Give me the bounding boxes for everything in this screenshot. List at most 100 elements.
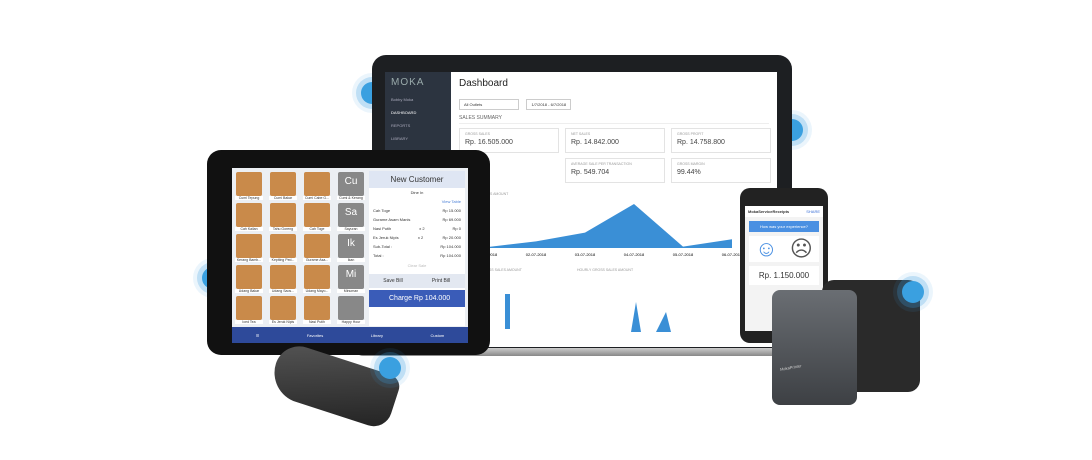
menu-item-tile[interactable] <box>236 172 262 196</box>
nav-reports[interactable]: REPORTS <box>391 123 411 128</box>
main: Dashboard All Outlets 1/7/2018 - 6/7/201… <box>451 72 777 347</box>
order-line-price: Rp 104.000 <box>440 253 461 258</box>
order-line-price: Rp 69.000 <box>442 217 461 222</box>
menu-item-tile[interactable] <box>270 172 296 196</box>
date-range[interactable]: 1/7/2018 - 6/7/2018 <box>526 99 572 110</box>
x-tick-label: 05-07-2018 <box>673 252 694 257</box>
tablet: Cumi Tepung Cumi Bakar Cumi Cabe G... Cumi … <box>207 150 490 355</box>
order-line-name: Sub-Total : <box>373 244 393 249</box>
chart3-title: HOURLY GROSS SALES AMOUNT <box>577 268 634 272</box>
moka-logo: MOKA <box>391 77 425 88</box>
menu-item-tile[interactable] <box>270 296 296 320</box>
menu-item-label: Udang Mayo... <box>303 289 331 293</box>
card-gross-margin: GROSS MARGIN 99.44% <box>671 158 771 183</box>
category-tile[interactable]: Sa <box>338 203 364 227</box>
card-gross-sales: GROSS SALES Rp. 16.505.000 <box>459 128 559 153</box>
menu-icon[interactable]: ☰ <box>255 332 260 338</box>
feedback-question: How was your experience? <box>749 221 819 232</box>
chart2-title: GROSS SALES AMOUNT <box>481 268 522 272</box>
bar-mark <box>505 294 510 329</box>
menu-item-tile[interactable] <box>236 234 262 258</box>
order-line[interactable]: Sub-Total : Rp 104.000 <box>369 242 465 251</box>
order-line-qty: x 2 <box>419 226 425 231</box>
sales-area <box>487 204 732 248</box>
app-title: MokaServiceReceipts <box>748 209 790 214</box>
happy-face-icon[interactable]: ☺ <box>755 236 778 261</box>
dine-select[interactable]: Dine In <box>410 190 424 195</box>
x-tick-label: 04-07-2018 <box>624 252 645 257</box>
menu-item-tile[interactable] <box>304 265 330 289</box>
order-line[interactable]: Gurame Asam Manis Rp 69.000 <box>369 215 465 224</box>
menu-item-label: Gurame Asa... <box>303 258 331 262</box>
x-tick-label: 03-07-2018 <box>575 252 596 257</box>
order-line-name: Es Jeruk Nipis <box>373 235 399 240</box>
menu-item-label: Cah Toge <box>303 227 331 231</box>
menu-item-tile[interactable] <box>236 265 262 289</box>
customer-name[interactable]: New Customer <box>369 171 465 188</box>
tab-library[interactable]: Library <box>370 332 383 338</box>
menu-item-label: Udang Saos... <box>269 289 297 293</box>
hourly-peak <box>631 302 641 332</box>
card-gross-profit: GROSS PROFIT Rp. 14.758.800 <box>671 128 771 153</box>
receipt-printer: MokaPrinter <box>772 290 857 405</box>
hotspot-dot[interactable] <box>379 357 401 379</box>
menu-item-label: Cumi Bakar <box>269 196 297 200</box>
category-label: Cumi & Kerang <box>337 196 365 200</box>
save-bill-button[interactable]: Save Bill <box>383 278 403 284</box>
user-menu[interactable]: Bobby Moka <box>391 97 414 102</box>
charge-button[interactable]: Charge Rp 104.000 <box>369 290 465 307</box>
x-tick-label: 06-07-2018 <box>722 252 743 257</box>
menu-item-tile[interactable] <box>236 296 262 320</box>
menu-item-tile[interactable] <box>304 234 330 258</box>
menu-item-tile[interactable] <box>304 172 330 196</box>
card-avg-sale: AVERAGE SALE PER TRANSACTION Rp. 549.704 <box>565 158 665 183</box>
section-title: SALES SUMMARY <box>459 115 769 124</box>
menu-item-label: Cumi Cabe G... <box>303 196 331 200</box>
x-tick-label: 02-07-2018 <box>526 252 547 257</box>
menu-item-label: Udang Bakar <box>235 289 263 293</box>
order-line-name: Nasi Putih <box>373 226 392 231</box>
menu-item-label: Kepiting Ped... <box>269 258 297 262</box>
menu-item-label: Es Jeruk Nipis <box>269 320 297 324</box>
sales-area-chart: 01-07-201802-07-201803-07-201804-07-2018… <box>477 204 743 257</box>
outlet-select[interactable]: All Outlets <box>459 99 519 110</box>
order-line-price: Rp 15.000 <box>442 208 461 213</box>
menu-item-tile[interactable] <box>304 203 330 227</box>
category-label: Sayuran <box>337 227 365 231</box>
laptop-base <box>355 348 810 356</box>
hotspot-dot[interactable] <box>902 281 924 303</box>
nav-library[interactable]: LIBRARY <box>391 136 409 141</box>
tab-custom[interactable]: Custom <box>430 332 445 338</box>
order-line[interactable]: Es Jeruk Nipis x 2 Rp 20.000 <box>369 233 465 242</box>
menu-item-tile[interactable] <box>270 265 296 289</box>
menu-item-tile[interactable] <box>236 203 262 227</box>
print-bill-button[interactable]: Print Bill <box>431 278 451 284</box>
share-button[interactable]: SHARE <box>806 209 820 214</box>
order-line[interactable]: Total : Rp 104.000 <box>369 251 465 260</box>
order-line[interactable]: Cah Toge Rp 15.000 <box>369 206 465 215</box>
tab-favorites[interactable]: Favorites <box>306 332 324 338</box>
view-table-link[interactable]: View Table <box>441 199 461 204</box>
hourly-peak <box>656 312 671 332</box>
category-tile[interactable] <box>338 296 364 320</box>
page-title: Dashboard <box>459 78 508 89</box>
card-net-sales: NET SALES Rp. 14.842.000 <box>565 128 665 153</box>
nav-dashboard[interactable]: DASHBOARD <box>391 110 417 115</box>
sad-face-icon[interactable]: ☹ <box>789 236 813 261</box>
menu-item-label: Tahu Goreng <box>269 227 297 231</box>
menu-item-tile[interactable] <box>270 203 296 227</box>
order-panel: New Customer Dine In View Table Cah Toge… <box>369 171 465 326</box>
category-tile[interactable]: Ik <box>338 234 364 258</box>
order-line-qty: x 2 <box>417 235 424 240</box>
menu-item-tile[interactable] <box>304 296 330 320</box>
chart1-title: SALES AMOUNT <box>481 192 509 196</box>
clear-sale-button[interactable]: Clear Sale <box>407 263 427 268</box>
category-label: Happy Hour <box>337 320 365 324</box>
category-tile[interactable]: Mi <box>338 265 364 289</box>
menu-item-tile[interactable] <box>270 234 296 258</box>
menu-item-label: Iced Tea <box>235 320 263 324</box>
category-tile[interactable]: Cu <box>338 172 364 196</box>
menu-item-label: Cumi Tepung <box>235 196 263 200</box>
order-line[interactable]: Nasi Putih x 2 Rp 0 <box>369 224 465 233</box>
category-label: Ikan <box>337 258 365 262</box>
